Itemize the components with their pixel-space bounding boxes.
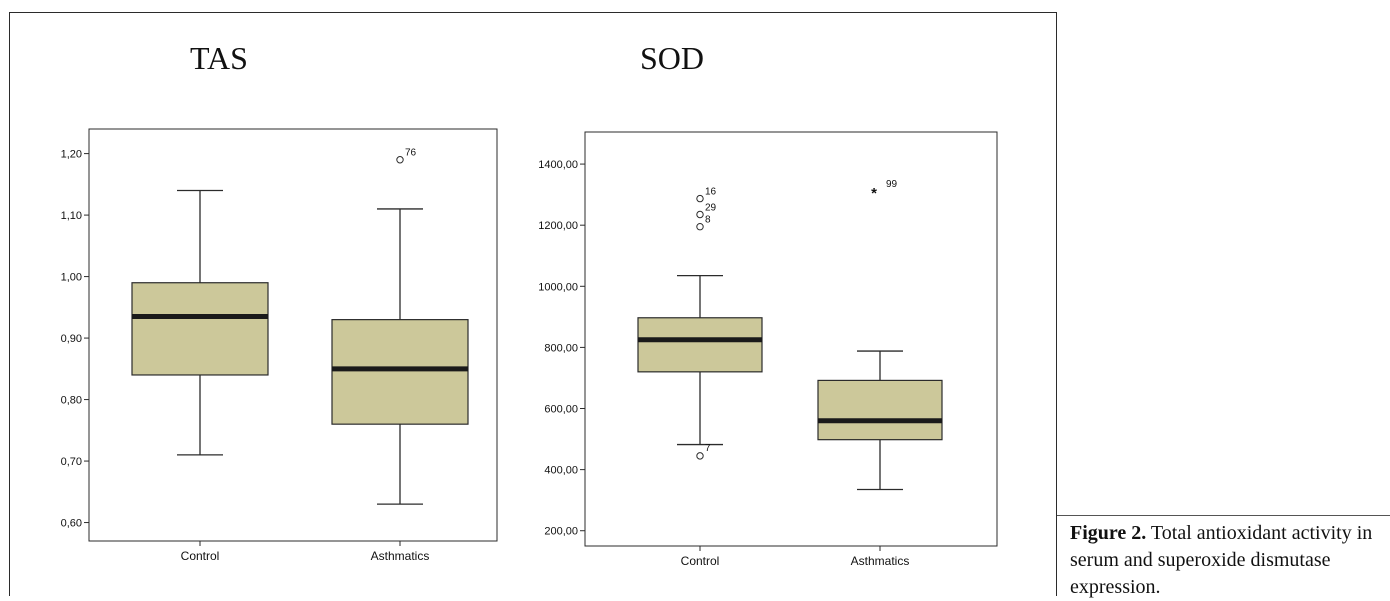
caption-rule <box>1057 515 1390 516</box>
sod-y-tick-label: 800,00 <box>544 342 578 354</box>
sod-outlier-marker <box>696 452 704 460</box>
sod-y-tick-label: 400,00 <box>544 465 578 477</box>
sod-panel-title: SOD <box>640 40 705 76</box>
tas-panel-title: TAS <box>190 40 248 76</box>
tas-y-tick-label: 1,10 <box>61 210 82 222</box>
sod-y-tick-label: 1000,00 <box>538 281 578 293</box>
tas-x-tick-label: Asthmatics <box>371 549 430 563</box>
sod-y-tick-label: 1400,00 <box>538 159 578 171</box>
sod-box <box>637 317 763 373</box>
sod-y-tick-label: 1200,00 <box>538 220 578 232</box>
sod-outlier-label: 16 <box>705 187 717 198</box>
sod-outlier-marker <box>696 194 704 203</box>
tas-y-tick-label: 0,60 <box>61 518 82 530</box>
tas-y-tick-label: 1,20 <box>61 149 82 161</box>
sod-y-tick-label: 600,00 <box>544 404 578 416</box>
tas-y-tick-label: 0,90 <box>61 333 82 345</box>
sod-box <box>817 379 943 441</box>
sod-x-tick-label: Control <box>681 554 720 568</box>
tas-y-tick-label: 0,80 <box>61 395 82 407</box>
sod-plot-area <box>584 131 998 547</box>
sod-extreme-marker: * <box>871 185 877 202</box>
sod-outlier-label: 8 <box>705 215 711 226</box>
tas-outlier-marker <box>396 156 404 164</box>
figure-caption: Figure 2. Total antioxidant activity in … <box>1070 520 1385 601</box>
sod-x-tick-label: Asthmatics <box>851 554 910 568</box>
sod-outlier-marker <box>696 210 704 219</box>
tas-box <box>331 319 469 425</box>
sod-y-tick-label: 200,00 <box>544 526 578 538</box>
tas-box <box>131 282 269 376</box>
caption-label: Figure 2. <box>1070 522 1147 544</box>
sod-outlier-marker <box>696 223 704 231</box>
tas-x-tick-label: Control <box>181 549 220 563</box>
tas-plot-area <box>88 128 498 542</box>
sod-outlier-label: 7 <box>705 443 711 454</box>
sod-outlier-label: 99 <box>886 179 898 190</box>
sod-outlier-label: 29 <box>705 202 717 213</box>
tas-y-tick-label: 0,70 <box>61 456 82 468</box>
tas-y-tick-label: 1,00 <box>61 272 82 284</box>
caption-text: Total antioxidant activity in serum and … <box>1070 522 1373 598</box>
figure-frame <box>9 12 1057 596</box>
tas-outlier-label: 76 <box>405 148 417 159</box>
